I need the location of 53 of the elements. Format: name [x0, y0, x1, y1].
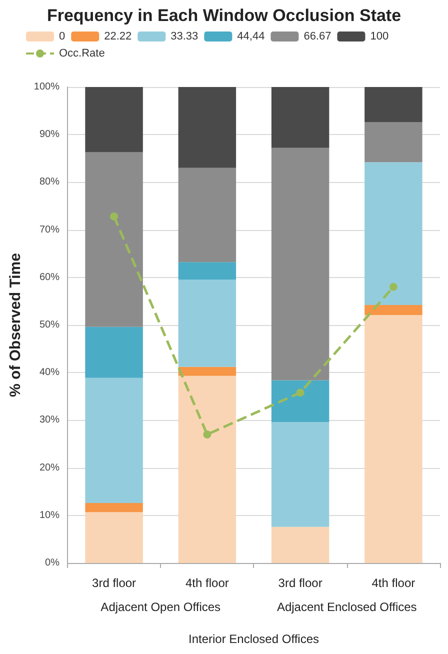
x-tick-label: 4th floor: [185, 576, 229, 590]
bar: [364, 122, 422, 162]
y-axis-title: % of Observed Time: [7, 253, 24, 397]
x-tick-label: 4th floor: [372, 576, 416, 590]
bar: [271, 526, 330, 563]
y-tick-label: 10%: [39, 510, 60, 521]
bar: [364, 162, 422, 306]
bar: [364, 315, 422, 563]
bar: [85, 512, 143, 563]
y-tick-label: 70%: [39, 224, 60, 236]
bar: [271, 422, 330, 527]
legend-label: 66.67: [304, 30, 332, 42]
bar: [364, 305, 422, 316]
y-tick-label: 50%: [39, 320, 60, 330]
y-tick-label: 60%: [39, 272, 60, 283]
legend-label: 33.33: [170, 30, 198, 42]
bar: [178, 262, 236, 280]
bar: [178, 168, 236, 262]
y-tick-label: 20%: [39, 462, 60, 474]
bar: [364, 87, 422, 122]
x-tick-label: 3rd floor: [278, 576, 322, 590]
y-tick-label: 80%: [39, 176, 60, 188]
bar: [85, 152, 143, 327]
legend-label: Occ.Rate: [59, 48, 105, 60]
bar: [85, 503, 143, 512]
bar: [178, 280, 236, 367]
bar: [271, 380, 330, 422]
point: [203, 430, 212, 438]
legend-label: 44,44: [237, 30, 265, 42]
legend-label: 0: [59, 30, 66, 42]
point: [296, 388, 304, 397]
text: Adjacent Open Offices: [100, 600, 221, 614]
bar: [85, 326, 143, 378]
y-tick-label: 90%: [39, 129, 60, 140]
x-axis-title: Interior Enclosed Offices: [188, 632, 319, 646]
bar: [271, 87, 330, 148]
y-tick-label: 30%: [39, 414, 60, 426]
chart-title: Frequency in Each Window Occlusion State: [46, 6, 402, 25]
x-tick-label: 3rd floor: [92, 576, 136, 590]
legend-label: 100: [370, 30, 389, 42]
bar: [178, 366, 236, 376]
y-tick-label: 100%: [34, 82, 60, 92]
y-tick-label: 40%: [39, 367, 60, 378]
bar: [85, 87, 143, 152]
bar: [271, 148, 330, 380]
legend-label: 22.22: [104, 30, 132, 42]
y-tick-label: 0%: [45, 558, 60, 568]
point: [389, 282, 398, 291]
bar: [178, 376, 236, 563]
bar: [85, 378, 143, 504]
bar: [178, 87, 236, 168]
text: Adjacent Enclosed Offices: [276, 600, 417, 614]
point: [110, 212, 118, 220]
